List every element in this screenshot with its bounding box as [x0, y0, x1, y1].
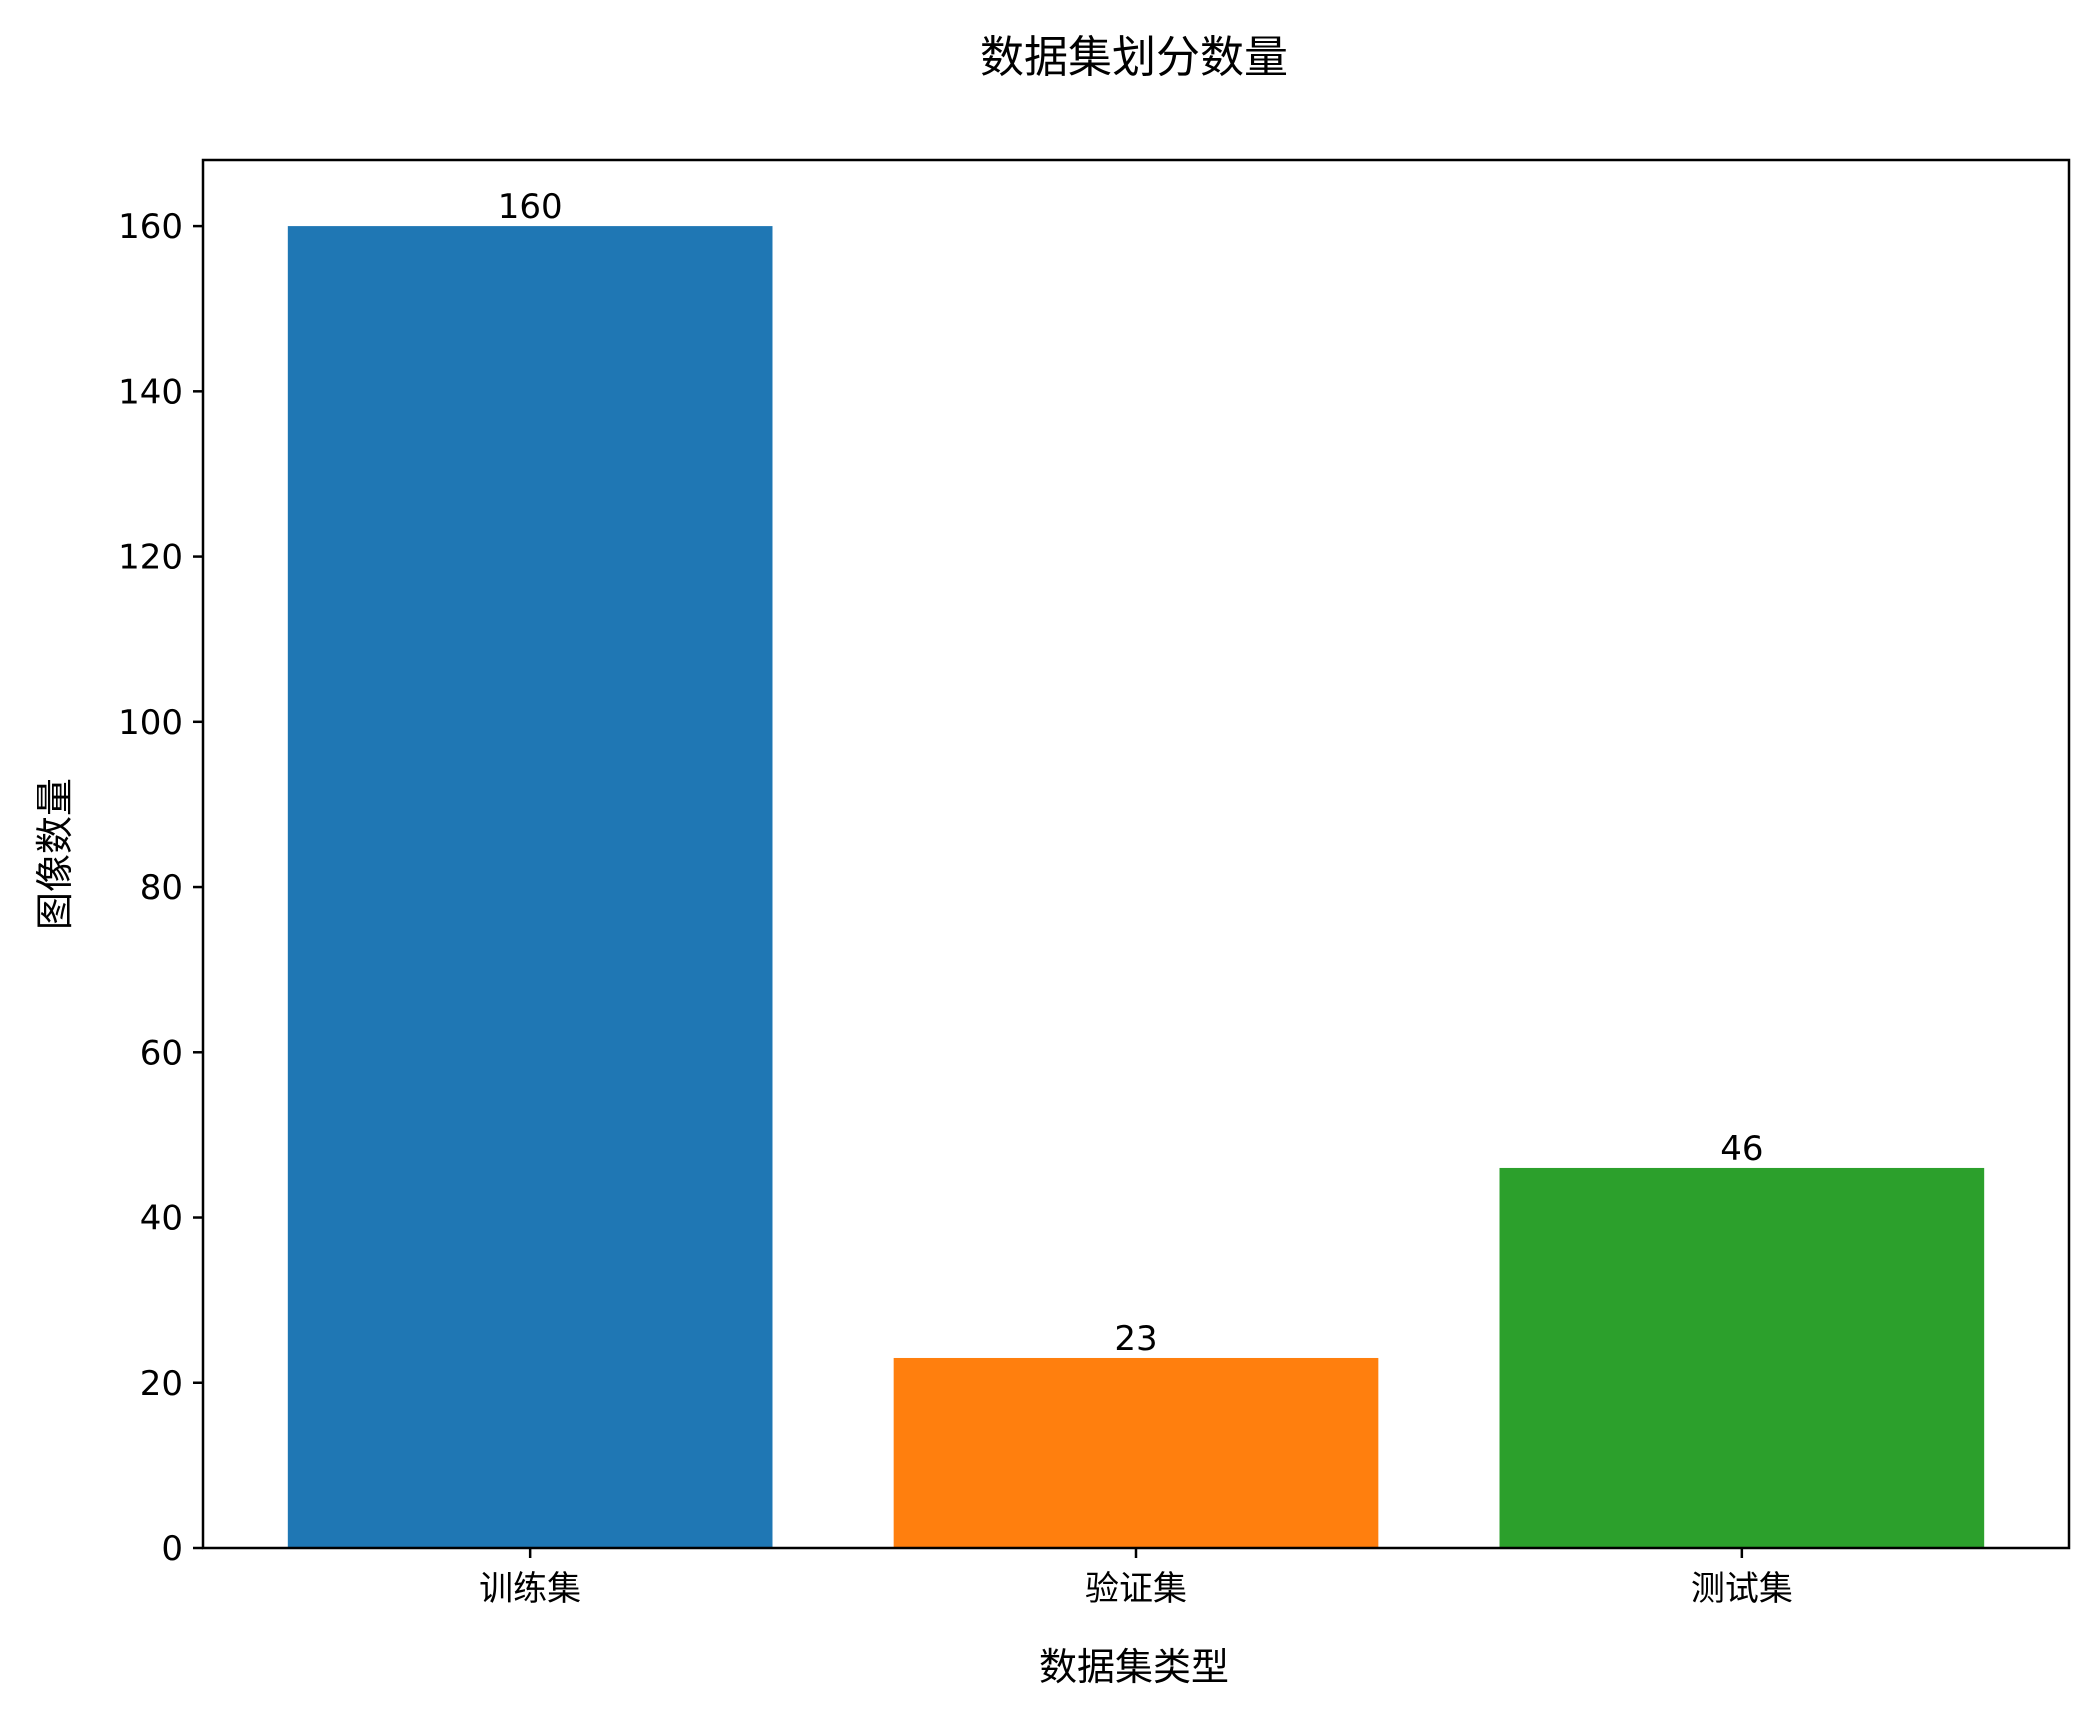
y-tick-label: 160 [118, 207, 183, 247]
plot-frame [201, 158, 2071, 1550]
x-tick-label: 验证集 [1085, 1569, 1187, 1609]
y-tick-label: 0 [161, 1529, 183, 1569]
x-tick-label: 测试集 [1691, 1569, 1793, 1609]
bars-group [287, 226, 1985, 1549]
x-axis-label: 数据集类型 [1039, 1645, 1229, 1689]
bar-value-label: 46 [1720, 1129, 1763, 1169]
bar-labels-group: 160 23 46 [498, 187, 1764, 1359]
bar-value-label: 23 [1114, 1319, 1157, 1359]
y-tick-label: 100 [118, 703, 183, 743]
bar-2 [893, 1357, 1379, 1548]
y-tick-label: 140 [118, 372, 183, 412]
y-tick-label: 120 [118, 538, 183, 578]
x-tick-label: 训练集 [479, 1569, 581, 1609]
x-axis-ticks: 训练集 验证集 测试集 [479, 1548, 1793, 1609]
y-tick-label: 60 [140, 1033, 183, 1073]
bar-1 [287, 226, 773, 1549]
chart-title: 数据集划分数量 [980, 32, 1288, 83]
y-axis-label: 图像数量 [33, 778, 77, 930]
y-tick-label: 80 [140, 868, 183, 908]
y-tick-label: 40 [140, 1199, 183, 1239]
bar-value-label: 160 [498, 187, 563, 227]
bar-3 [1499, 1167, 1985, 1548]
y-axis-ticks: 0 20 40 60 80 100 120 140 160 [118, 207, 203, 1569]
y-tick-label: 20 [140, 1364, 183, 1404]
